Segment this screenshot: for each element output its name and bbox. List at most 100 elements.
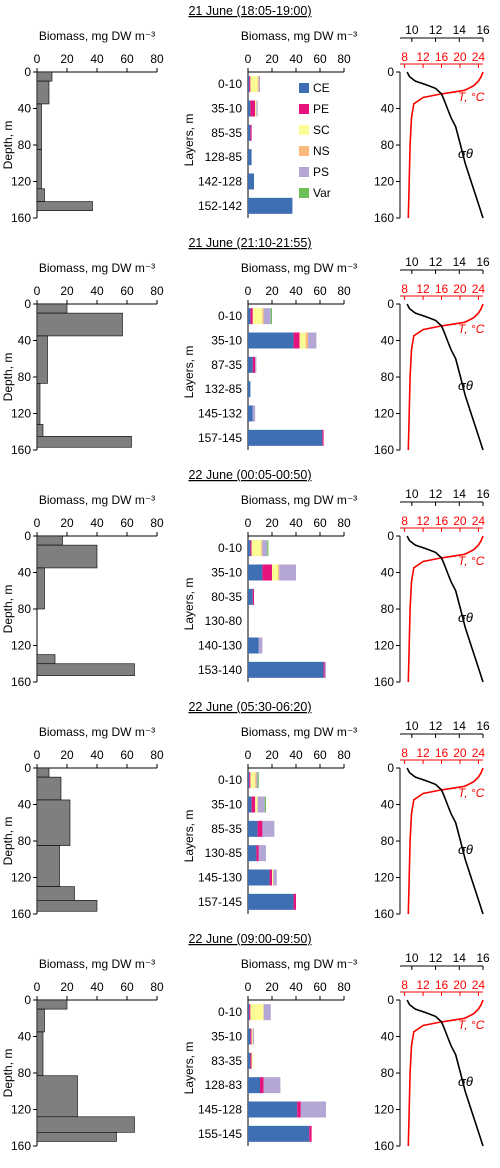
temp-tick-label: 24 [472,282,486,296]
temp-tick-label: 16 [435,746,449,760]
layer-bar-ce [248,381,251,398]
layer-bar-sc [251,540,262,557]
depth-tick-label: 120 [11,639,31,653]
depth-axis-title: Depth, m [1,585,15,634]
biomass-tick-label: 0 [245,516,252,530]
layer-bar-ps [258,76,260,93]
temperature-label: T, °C [458,1018,485,1032]
layer-bar-ce [248,637,259,654]
hydro-depth-tick-label: 160 [374,443,394,457]
temp-tick-label: 20 [453,746,467,760]
temp-tick-label: 16 [435,514,449,528]
depth-profile-bar [36,71,53,82]
biomass-tick-label: 20 [60,284,74,298]
hydro-depth-tick-label: 80 [381,1066,395,1080]
density-label: σθ [458,378,473,393]
depth-tick-label: 120 [11,871,31,885]
layer-bar-ce [248,869,270,886]
layer-bar-ce [248,308,251,325]
sigma-tick-label: 12 [429,719,443,733]
layer-bar-ps [252,1028,254,1045]
sigma-tick-label: 10 [405,719,419,733]
temperature-label: T, °C [458,90,485,104]
biomass-axis-title: Biomass, mg DW m⁻³ [39,29,155,43]
layer-label: 140-130 [198,639,242,653]
hydro-depth-tick-label: 160 [374,1139,394,1153]
biomass-tick-label: 80 [337,284,351,298]
hydro-depth-tick-label: 40 [381,102,395,116]
layer-bar-ce [248,796,252,813]
layer-bar-ps [255,356,257,373]
hydro-depth-tick-label: 120 [374,639,394,653]
layer-bar-ce [248,149,252,166]
density-label: σθ [458,842,473,857]
depth-profile-bar [36,1008,45,1033]
legend-swatch-var [299,188,309,198]
biomass-tick-label: 20 [60,52,74,66]
depth-profile-bar [36,1031,44,1077]
depth-profile-bar [36,535,63,546]
layers-axis-title: Layers, m [182,114,196,167]
layer-bar-ce [248,332,294,349]
layer-bar-ce [248,893,294,910]
temp-tick-label: 16 [435,978,449,992]
temperature-line [407,999,484,1147]
temp-tick-label: 16 [435,282,449,296]
biomass-axis-title: Biomass, mg DW m⁻³ [39,261,155,275]
biomass-tick-label: 80 [337,748,351,762]
hydro-depth-tick-label: 160 [374,675,394,689]
depth-profile-bar [36,312,123,337]
layer-label: 0-10 [218,309,242,323]
depth-profile-bar [36,383,41,425]
layer-bar-ps [257,796,265,813]
sigma-tick-label: 14 [453,255,467,269]
layer-label: 0-10 [218,541,242,555]
layer-bar-var [264,796,266,813]
layer-bar-pe [250,1028,252,1045]
biomass-tick-label: 20 [60,516,74,530]
temp-tick-label: 12 [416,746,430,760]
layer-label: 83-35 [211,1054,242,1068]
layer-bar-sc [272,869,274,886]
panel-title: 22 June (09:00-09:50) [188,932,311,946]
hydro-depth-tick-label: 0 [387,993,394,1007]
depth-tick-label: 40 [18,798,32,812]
layer-label: 132-85 [205,382,243,396]
layer-bar-ce [248,173,254,190]
density-line [406,999,484,1147]
layer-bar-pe [293,893,296,910]
biomass-tick-label: 40 [90,284,104,298]
biomass-tick-label: 80 [150,980,164,994]
density-line [406,535,484,683]
legend-swatch-sc [299,125,309,135]
depth-profile-bar [36,886,75,901]
layer-bar-sc [299,332,306,349]
legend-label-ce: CE [313,81,330,95]
layer-label: 87-35 [211,358,242,372]
hydro-depth-tick-label: 120 [374,871,394,885]
depth-profile-bar [36,201,93,211]
depth-profile-bar [36,424,44,437]
layer-bar-var [270,308,272,325]
sigma-tick-label: 16 [476,951,490,965]
layer-bar-ce [248,429,323,446]
layer-bar-ps [256,100,258,117]
biomass-tick-label: 40 [289,52,303,66]
biomass-tick-label: 40 [90,52,104,66]
layer-bar-pe [256,845,259,862]
layer-bar-ps [273,869,277,886]
layer-bar-pe [251,796,256,813]
layer-bar-sc [255,100,257,117]
layer-bar-ns [257,76,259,93]
depth-tick-label: 160 [11,443,31,457]
hydro-depth-tick-label: 80 [381,602,395,616]
depth-profile-bar [36,303,68,314]
hydro-depth-tick-label: 120 [374,407,394,421]
layer-label: 0-10 [218,773,242,787]
temp-tick-label: 8 [401,50,408,64]
panel-title: 21 June (18:05-19:00) [188,4,311,18]
biomass-tick-label: 60 [313,284,327,298]
layer-bar-ce [248,1004,250,1021]
layer-bar-ce [248,405,253,422]
biomass-tick-label: 20 [60,980,74,994]
